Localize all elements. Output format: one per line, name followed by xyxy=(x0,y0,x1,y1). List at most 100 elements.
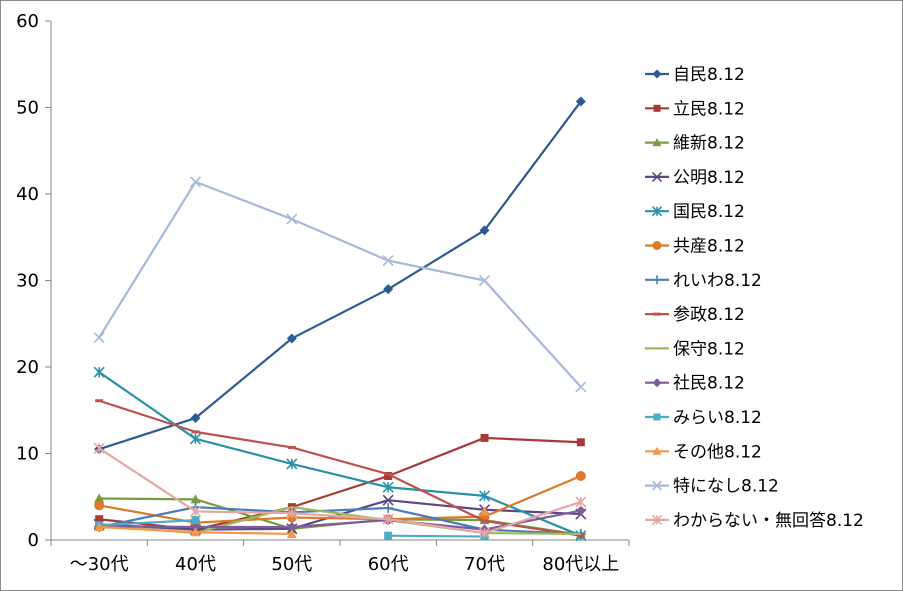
data-point xyxy=(384,531,393,540)
series-12 xyxy=(93,176,587,393)
y-tick-label: 20 xyxy=(16,357,39,378)
series-line xyxy=(98,506,581,536)
data-point xyxy=(93,442,105,454)
legend-item: 保守8.12 xyxy=(645,339,745,359)
legend-label: その他8.12 xyxy=(673,442,762,462)
data-point xyxy=(189,505,202,518)
data-point xyxy=(94,500,105,511)
legend-label: 社民8.12 xyxy=(673,374,745,394)
data-point xyxy=(382,513,394,525)
legend-item: みらい8.12 xyxy=(645,408,762,428)
legend-item: れいわ8.12 xyxy=(645,271,762,291)
data-point xyxy=(480,433,489,442)
legend-item: 維新8.12 xyxy=(645,134,745,154)
data-point xyxy=(383,502,394,513)
data-point xyxy=(576,438,585,447)
series-line xyxy=(99,519,196,527)
legend-item: 国民8.12 xyxy=(645,202,745,222)
data-point xyxy=(95,515,104,524)
legend-item: わからない・無回答8.12 xyxy=(645,511,864,531)
legend-marker xyxy=(652,378,662,388)
data-point xyxy=(384,471,393,480)
legend-label: わからない・無回答8.12 xyxy=(673,511,864,531)
legend-marker xyxy=(651,514,663,525)
legend-label: みらい8.12 xyxy=(673,408,762,428)
legend-label: れいわ8.12 xyxy=(673,271,762,291)
series-7 xyxy=(95,399,585,538)
series-line xyxy=(98,180,582,388)
legend: 自民8.12 立民8.12 維新8.12 公明8.12 国民8.12 共産8.12 れいわ8… xyxy=(645,65,864,531)
legend-label: 公明8.12 xyxy=(673,168,745,188)
axes: 0 10 20 30 40 50 60 ～30代 40代 50代 60代 70代 80代以上 xyxy=(16,11,630,575)
data-point xyxy=(189,433,202,445)
data-point xyxy=(93,366,105,378)
y-tick-label: 0 xyxy=(28,530,39,551)
legend-label: 共産8.12 xyxy=(673,237,745,257)
series-13 xyxy=(93,442,587,539)
legend-label: 保守8.12 xyxy=(673,339,745,359)
data-point xyxy=(478,527,491,539)
legend-marker xyxy=(652,275,662,285)
x-tick-label: ～30代 xyxy=(70,554,129,575)
data-point xyxy=(575,496,587,508)
legend-label: 特になし8.12 xyxy=(673,477,779,497)
series-0 xyxy=(94,96,586,455)
data-point xyxy=(286,458,298,470)
x-tick-label: 60代 xyxy=(368,554,409,575)
legend-marker xyxy=(652,138,662,147)
legend-marker xyxy=(651,171,663,182)
series-3 xyxy=(93,494,587,536)
legend-label: 維新8.12 xyxy=(673,134,745,154)
data-point xyxy=(479,506,490,516)
x-tick-label: 70代 xyxy=(464,554,505,575)
legend-marker xyxy=(652,446,662,455)
legend-item: 参政8.12 xyxy=(645,305,745,325)
x-tick-label: 80代以上 xyxy=(542,554,619,575)
legend-label: 立民8.12 xyxy=(673,99,745,119)
data-point xyxy=(93,332,105,344)
legend-marker xyxy=(653,413,661,421)
data-point xyxy=(478,274,491,287)
data-point xyxy=(286,507,298,519)
legend-item: 公明8.12 xyxy=(645,168,745,188)
data-point xyxy=(575,96,586,107)
legend-item: 自民8.12 xyxy=(645,65,745,85)
y-tick-label: 10 xyxy=(16,444,39,465)
y-tick-label: 30 xyxy=(16,271,39,292)
legend-item: その他8.12 xyxy=(645,442,762,462)
series-line xyxy=(98,399,581,537)
x-tick-label: 40代 xyxy=(175,554,216,575)
data-point xyxy=(190,494,201,504)
data-point xyxy=(191,516,200,525)
data-point xyxy=(479,225,490,236)
legend-item: 立民8.12 xyxy=(645,99,745,119)
data-point xyxy=(382,255,394,267)
data-point xyxy=(94,522,105,532)
series-line xyxy=(98,474,582,524)
series-line xyxy=(99,509,582,531)
legend-label: 参政8.12 xyxy=(673,305,745,325)
legend-marker xyxy=(652,241,662,250)
data-point xyxy=(190,527,201,537)
legend-item: 共産8.12 xyxy=(645,237,745,257)
data-point xyxy=(190,413,201,424)
data-point xyxy=(383,284,394,295)
data-point xyxy=(382,494,394,506)
data-point xyxy=(286,522,297,533)
data-point xyxy=(478,490,491,502)
plot-area xyxy=(93,96,587,542)
legend-marker xyxy=(651,480,663,491)
data-point xyxy=(286,528,297,538)
legend-marker xyxy=(651,206,663,217)
y-tick-label: 40 xyxy=(16,184,39,205)
data-point xyxy=(575,505,586,516)
legend-item: 特になし8.12 xyxy=(645,477,779,497)
data-point xyxy=(286,213,298,225)
y-tick-label: 50 xyxy=(16,98,39,119)
series-line xyxy=(388,534,485,538)
series-line xyxy=(98,100,582,451)
legend-item: 社民8.12 xyxy=(645,374,745,394)
legend-label: 国民8.12 xyxy=(673,202,745,222)
